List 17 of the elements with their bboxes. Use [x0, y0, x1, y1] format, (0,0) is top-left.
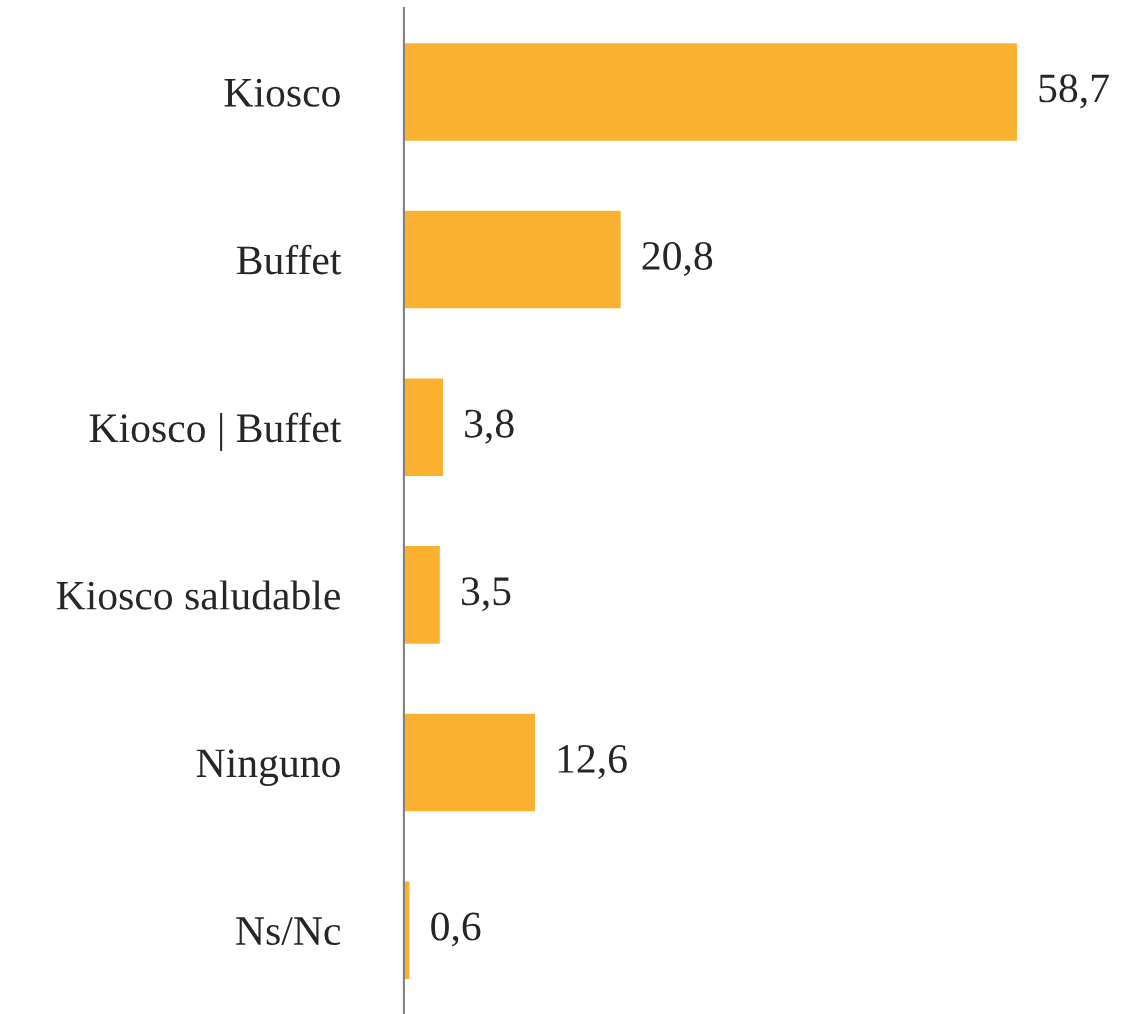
data-label: 58,7: [1039, 74, 1109, 109]
bar: [403, 377, 445, 478]
bar: [403, 41, 1019, 143]
bar: [403, 544, 442, 646]
y-tick-label: Ninguno: [196, 749, 340, 786]
y-tick-label: Kiosco: [224, 78, 340, 107]
bar: [403, 209, 623, 310]
data-label: 3,8: [465, 409, 514, 444]
data-label: 3,5: [461, 577, 511, 612]
y-tick-label: Kiosco | Buffet: [89, 412, 342, 451]
data-label: 12,6: [558, 744, 627, 779]
data-label: 20,8: [642, 241, 713, 277]
bar: [403, 712, 537, 813]
y-tick-label: Kiosco saludable: [56, 580, 340, 610]
y-tick-label: Buffet: [236, 244, 342, 275]
data-label: 0,6: [431, 912, 481, 947]
y-tick-label: Ns/Nc: [236, 917, 341, 946]
